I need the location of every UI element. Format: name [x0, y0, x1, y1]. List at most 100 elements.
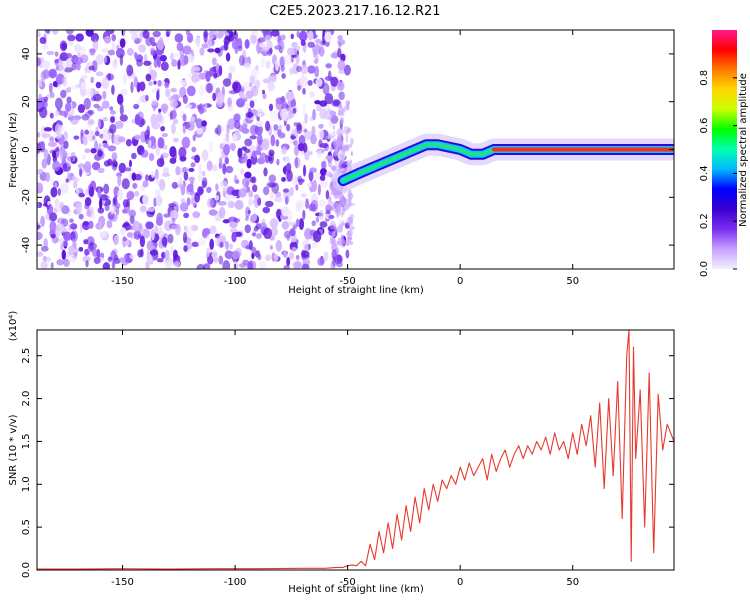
noise-blob [268, 149, 275, 157]
noise-blob [97, 118, 101, 129]
noise-blob [191, 66, 201, 72]
noise-blob [290, 135, 297, 140]
noise-blob [215, 183, 219, 192]
y-tick-label: 2.0 [21, 391, 32, 407]
noise-blob [293, 145, 300, 156]
noise-blob [249, 100, 255, 108]
noise-blob [343, 125, 349, 135]
colorbar-tick-label: 0.2 [699, 213, 710, 229]
noise-blob [82, 221, 89, 227]
noise-blob [238, 263, 247, 268]
noise-blob [105, 30, 115, 35]
noise-blob [67, 157, 72, 168]
noise-blob [227, 97, 232, 108]
noise-blob [122, 73, 127, 85]
noise-blob [146, 240, 154, 251]
noise-blob [48, 141, 57, 148]
noise-blob [119, 103, 124, 116]
noise-blob [125, 239, 131, 247]
noise-blob [159, 179, 166, 191]
noise-blob [289, 228, 296, 237]
noise-blob [321, 160, 327, 169]
noise-blob [182, 45, 192, 55]
noise-blob [52, 30, 59, 35]
noise-blob [308, 170, 314, 182]
noise-blob [83, 239, 89, 245]
noise-blob [96, 248, 101, 260]
noise-blob [170, 224, 180, 230]
noise-blob [182, 113, 187, 122]
noise-blob [293, 122, 298, 127]
noise-blob [115, 206, 120, 216]
noise-blob [319, 209, 324, 220]
noise-blob [61, 42, 68, 50]
noise-blob [71, 175, 77, 181]
noise-blob [301, 263, 310, 269]
noise-blob [168, 202, 177, 208]
noise-blob [112, 58, 118, 70]
noise-blob [320, 167, 327, 177]
noise-blob [90, 76, 95, 84]
noise-blob [75, 62, 81, 71]
noise-blob [268, 174, 277, 183]
noise-blob [208, 140, 214, 153]
noise-blob [320, 179, 329, 188]
noise-blob [314, 65, 320, 78]
noise-blob [184, 226, 194, 238]
noise-blob [108, 128, 114, 133]
noise-blob [165, 31, 170, 38]
noise-blob [102, 128, 109, 135]
noise-blob [119, 257, 126, 262]
noise-blob [53, 110, 60, 117]
noise-blob [169, 99, 178, 108]
noise-blob [106, 220, 113, 229]
noise-blob [212, 92, 217, 102]
noise-blob [331, 237, 336, 245]
noise-blob [166, 261, 174, 267]
noise-blob [150, 50, 158, 57]
noise-blob [262, 89, 266, 95]
noise-blob [37, 231, 43, 240]
noise-blob [336, 81, 345, 91]
snr-series-line [37, 330, 674, 570]
noise-blob [216, 124, 222, 136]
noise-blob [317, 183, 321, 196]
noise-blob [188, 176, 196, 182]
noise-blob [182, 231, 188, 244]
noise-blob [342, 202, 348, 212]
snr-plot-area [37, 330, 674, 570]
noise-blob [150, 113, 158, 126]
noise-blob [163, 213, 171, 218]
noise-blob [121, 208, 128, 214]
noise-blob [256, 133, 263, 146]
noise-blob [219, 241, 224, 248]
noise-blob [231, 189, 241, 197]
noise-blob [304, 243, 310, 252]
noise-blob [332, 98, 341, 106]
colorbar-gradient [712, 30, 737, 269]
noise-blob [310, 199, 319, 212]
y-tick-label: 2.5 [21, 348, 32, 364]
noise-blob [45, 172, 51, 182]
noise-blob [97, 149, 104, 157]
noise-blob [274, 45, 283, 51]
noise-blob [124, 167, 132, 172]
noise-blob [277, 129, 282, 136]
noise-blob [83, 97, 91, 110]
noise-blob [179, 202, 189, 212]
noise-blob [186, 241, 193, 250]
noise-blob [338, 224, 343, 233]
noise-blob [262, 46, 269, 52]
noise-blob [255, 233, 262, 240]
noise-blob [59, 110, 69, 117]
noise-blob [66, 86, 72, 93]
noise-blob [308, 150, 313, 156]
noise-blob [125, 139, 132, 147]
noise-blob [327, 115, 333, 121]
noise-blob [263, 227, 273, 240]
noise-blob [97, 167, 105, 174]
noise-blob [350, 151, 354, 156]
noise-blob [307, 65, 316, 74]
noise-blob [171, 122, 176, 135]
noise-blob [101, 48, 110, 53]
